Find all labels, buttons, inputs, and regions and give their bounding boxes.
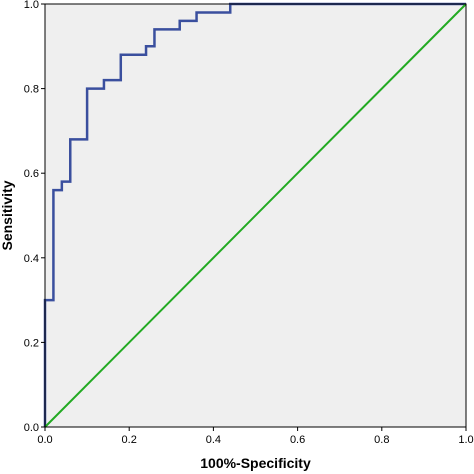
y-tick-label: 1.0 [24,0,39,11]
plot-frame [44,3,467,428]
x-tick-label: 0.8 [374,434,389,446]
x-tick-label: 0.2 [122,434,137,446]
y-tick-label: 0.8 [24,84,39,96]
roc-curve-line [43,2,466,427]
x-tick-label: 1.0 [458,434,473,446]
x-tick-label: 0.0 [37,434,52,446]
y-tick-label: 0.0 [24,422,39,434]
y-axis-title: Sensitivity [0,180,15,250]
x-axis-title: 100%-Specificity [200,455,311,471]
reference-diagonal-line [44,3,467,428]
y-axis: 0.0 0.2 0.4 0.6 0.8 1.0 [24,0,45,434]
x-tick-label: 0.6 [290,434,305,446]
y-tick-label: 0.2 [24,337,39,349]
x-axis: 0.0 0.2 0.4 0.6 0.8 1.0 [37,427,474,446]
y-tick-label: 0.4 [24,253,39,265]
x-tick-label: 0.4 [206,434,221,446]
y-tick-label: 0.6 [24,168,39,180]
series-layer [43,2,467,428]
